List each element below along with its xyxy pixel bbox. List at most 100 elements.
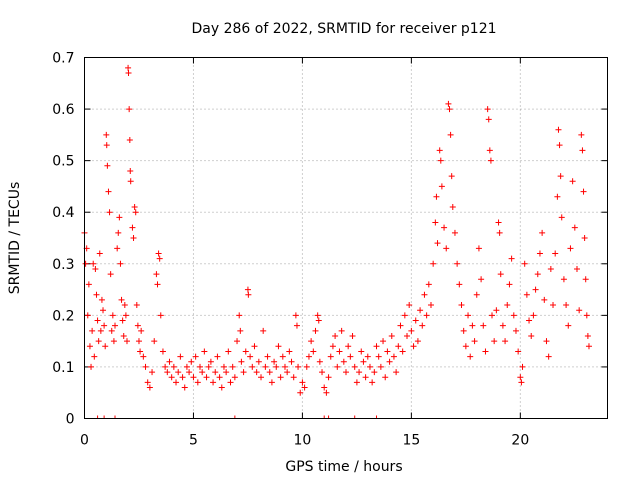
data-point [401, 312, 408, 319]
data-point [489, 312, 496, 319]
data-point [469, 322, 476, 329]
data-point [473, 291, 480, 298]
data-point [554, 193, 561, 200]
data-point [569, 178, 576, 185]
data-point [497, 271, 504, 278]
data-point [82, 260, 89, 267]
data-point [373, 343, 380, 350]
data-point [244, 286, 251, 293]
data-point [85, 281, 92, 288]
data-point [271, 358, 278, 365]
y-tick-label: 0.2 [52, 308, 74, 324]
data-point [410, 343, 417, 350]
data-point [427, 302, 434, 309]
data-point [127, 178, 134, 185]
data-point [188, 358, 195, 365]
data-point [530, 312, 537, 319]
data-point [412, 317, 419, 324]
data-point [106, 209, 113, 216]
data-point [127, 167, 134, 174]
data-point [89, 327, 96, 334]
data-point [408, 327, 415, 334]
data-point [449, 204, 456, 211]
data-point [433, 193, 440, 200]
data-point [273, 363, 280, 370]
data-point [388, 332, 395, 339]
data-point [523, 291, 530, 298]
chart-title: Day 286 of 2022, SRMTID for receiver p12… [191, 21, 496, 37]
data-point [258, 374, 265, 381]
data-point [343, 369, 349, 376]
data-point [231, 374, 238, 381]
data-point [138, 327, 145, 334]
data-point [114, 245, 121, 252]
data-point [384, 348, 391, 355]
data-point [475, 245, 482, 252]
data-point [585, 343, 592, 350]
data-point [425, 281, 432, 288]
x-axis-ticks: 0 5 10 15 20 [80, 57, 529, 449]
y-tick-label: 0.3 [52, 257, 74, 273]
data-point [123, 338, 130, 345]
y-tick-label: 0 [66, 412, 75, 428]
data-point [491, 338, 498, 345]
data-point [534, 271, 541, 278]
data-point [573, 265, 580, 272]
data-point [290, 374, 297, 381]
data-point [103, 142, 110, 149]
data-point [375, 353, 382, 360]
data-point [154, 281, 161, 288]
data-point [90, 260, 97, 267]
x-tick-label: 15 [402, 433, 420, 449]
data-point [579, 147, 586, 154]
data-point [275, 343, 282, 350]
data-point [295, 363, 302, 370]
data-point [117, 260, 124, 267]
data-point [234, 338, 241, 345]
data-point [293, 322, 300, 329]
data-point [119, 317, 126, 324]
data-point [151, 338, 158, 345]
data-point [443, 245, 450, 252]
data-point [303, 363, 310, 370]
data-point [103, 131, 110, 138]
y-axis-ticks: 0 0.1 0.2 0.3 0.4 0.5 0.6 0.7 [52, 51, 608, 428]
data-point [557, 173, 564, 180]
data-point [301, 384, 308, 391]
data-point [92, 265, 99, 272]
data-point [436, 147, 443, 154]
data-point [560, 276, 567, 283]
data-point [496, 229, 503, 236]
data-point [345, 343, 352, 350]
data-point [580, 188, 587, 195]
data-point [84, 312, 91, 319]
data-point [122, 312, 129, 319]
data-point [377, 363, 384, 370]
data-point [478, 276, 485, 283]
data-point [125, 69, 132, 76]
data-point [467, 353, 474, 360]
data-point [558, 214, 565, 221]
data-point [338, 327, 345, 334]
data-point [454, 260, 461, 267]
data-point [240, 369, 247, 376]
data-point [260, 327, 267, 334]
data-point [349, 332, 356, 339]
data-point [543, 338, 550, 345]
data-point [284, 369, 291, 376]
data-point [118, 296, 125, 303]
data-point [404, 332, 411, 339]
data-point [506, 281, 513, 288]
data-point [421, 291, 428, 298]
data-point [129, 224, 136, 231]
plot-frame [84, 57, 608, 419]
data-point [157, 312, 164, 319]
data-point [194, 379, 201, 386]
data-point [458, 302, 465, 309]
data-point [321, 384, 328, 391]
data-point [484, 106, 491, 113]
data-point [203, 374, 210, 381]
data-point [528, 332, 535, 339]
data-point [539, 229, 546, 236]
data-point [142, 363, 149, 370]
